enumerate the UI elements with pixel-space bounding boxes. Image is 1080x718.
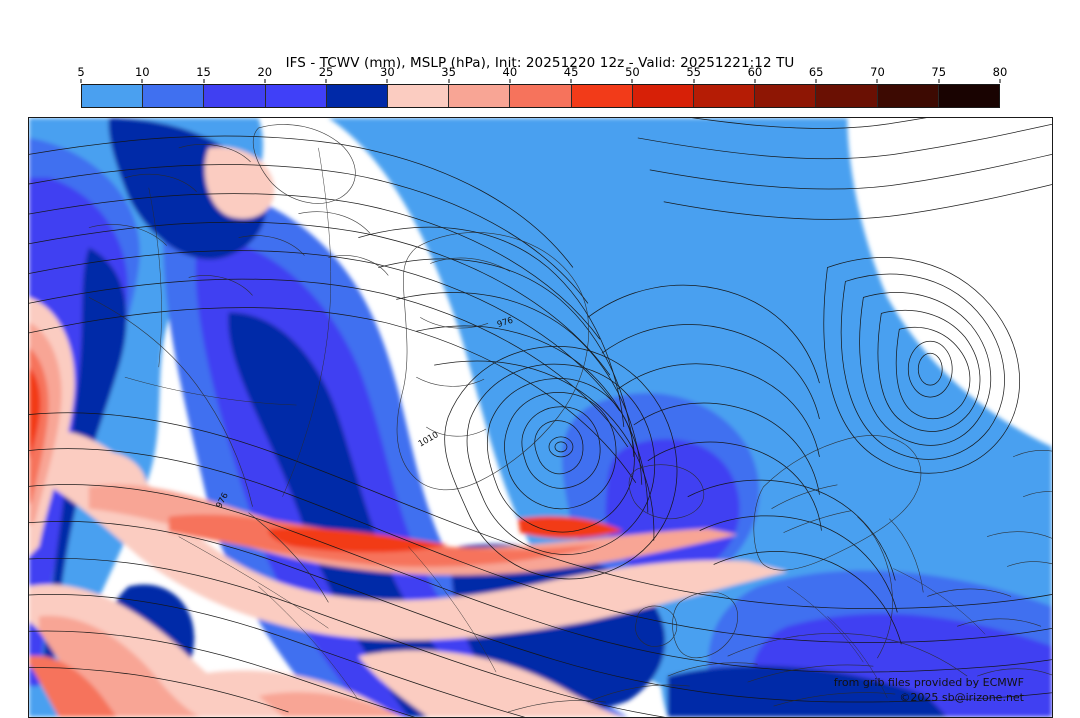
colorbar-cell-20 bbox=[265, 85, 327, 107]
map-panel[interactable]: 976 1010 976 from grib files provided by… bbox=[28, 117, 1053, 718]
colorbar-tickmark-30 bbox=[386, 79, 388, 83]
colorbar-cell-40 bbox=[510, 85, 572, 107]
colorbar-cell-70 bbox=[877, 85, 939, 107]
colorbar-tickmark-50 bbox=[631, 79, 633, 83]
colorbar-cell-35 bbox=[449, 85, 511, 107]
colorbar-cell-55 bbox=[694, 85, 756, 107]
colorbar-cell-50 bbox=[632, 85, 695, 107]
colorbar-cell-15 bbox=[204, 85, 266, 107]
colorbar-tickmark-10 bbox=[141, 79, 143, 83]
colorbar-cell-30 bbox=[388, 85, 450, 107]
colorbar-cell-10 bbox=[143, 85, 205, 107]
colorbar-tick-40: 40 bbox=[502, 65, 518, 79]
colorbar-tickmark-45 bbox=[570, 79, 572, 83]
colorbar-tick-70: 70 bbox=[870, 65, 885, 79]
colorbar-cell-75 bbox=[938, 85, 1000, 107]
colorbar-cell-60 bbox=[755, 85, 817, 107]
colorbar-tick-labels: 5 10 15 20 25 30 35 40 45 50 55 60 65 70 75 80 bbox=[77, 65, 1007, 83]
colorbar-tickmark-70 bbox=[876, 79, 878, 83]
colorbar-tick-60: 60 bbox=[747, 65, 763, 79]
colorbar-tick-35: 35 bbox=[441, 65, 456, 79]
colorbar-cell-25 bbox=[326, 85, 389, 107]
colorbar-tick-5: 5 bbox=[77, 65, 85, 79]
colorbar: 5 10 15 20 25 30 35 40 45 50 55 60 65 70 75 80 bbox=[77, 65, 1007, 108]
colorbar-tickmark-20 bbox=[264, 79, 266, 83]
colorbar-tickmark-80 bbox=[999, 79, 1001, 83]
colorbar-tick-15: 15 bbox=[196, 65, 211, 79]
chart-title: IFS - TCWV (mm), MSLP (hPa), Init: 20251… bbox=[285, 55, 795, 71]
map-canvas: 976 1010 976 bbox=[29, 118, 1052, 717]
colorbar-tickmark-35 bbox=[448, 79, 450, 83]
colorbar-tick-20: 20 bbox=[257, 65, 273, 79]
contour-label: 976 bbox=[496, 315, 514, 329]
colorbar-tick-65: 65 bbox=[808, 65, 824, 79]
colorbar-tick-25: 25 bbox=[318, 65, 334, 79]
colorbar-tickmark-75 bbox=[938, 79, 940, 83]
colorbar-tick-45: 45 bbox=[563, 65, 579, 79]
colorbar-tickmark-55 bbox=[693, 79, 695, 83]
colorbar-tick-30: 30 bbox=[380, 65, 395, 79]
colorbar-tick-10: 10 bbox=[134, 65, 150, 79]
colorbar-cell-65 bbox=[816, 85, 878, 107]
colorbar-tickmark-60 bbox=[754, 79, 756, 83]
colorbar-tickmark-5 bbox=[80, 79, 82, 83]
colorbar-tick-75: 75 bbox=[931, 65, 947, 79]
colorbar-tick-55: 55 bbox=[686, 65, 701, 79]
colorbar-tickmark-65 bbox=[815, 79, 817, 83]
colorbar-gradient bbox=[81, 84, 1000, 108]
colorbar-tickmark-15 bbox=[203, 79, 205, 83]
colorbar-cell-45 bbox=[571, 85, 633, 107]
colorbar-tickmark-25 bbox=[325, 79, 327, 83]
colorbar-tick-50: 50 bbox=[625, 65, 640, 79]
colorbar-tickmark-40 bbox=[509, 79, 511, 83]
colorbar-cell-5 bbox=[82, 85, 144, 107]
colorbar-tick-80: 80 bbox=[992, 65, 1008, 79]
